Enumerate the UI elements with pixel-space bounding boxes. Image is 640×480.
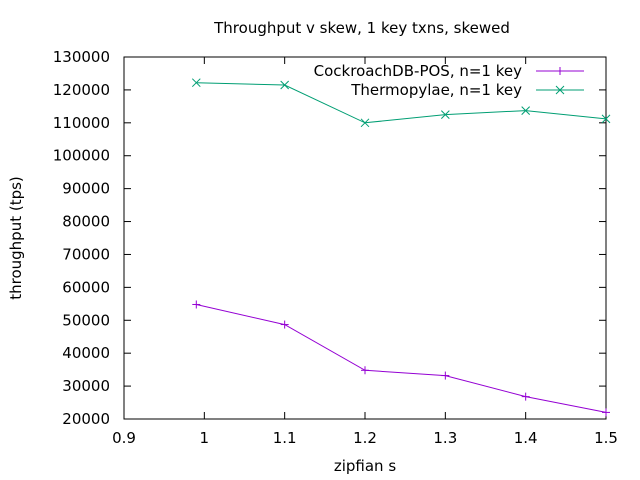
y-tick-label: 70000 — [62, 245, 110, 263]
y-tick-label: 80000 — [62, 213, 110, 231]
y-tick-label: 20000 — [62, 410, 110, 428]
legend-label: CockroachDB-POS, n=1 key — [314, 62, 522, 80]
x-tick-label: 1.4 — [514, 429, 538, 447]
data-point — [361, 366, 369, 375]
y-tick-label: 90000 — [62, 180, 110, 198]
legend-marker — [556, 67, 564, 75]
data-point — [441, 371, 450, 380]
data-point — [602, 408, 610, 417]
y-tick-label: 120000 — [53, 81, 110, 99]
x-tick-label: 0.9 — [112, 429, 136, 447]
data-point — [280, 80, 290, 90]
y-tick-label: 100000 — [53, 147, 110, 165]
series-layer — [191, 78, 611, 417]
legend-marker — [555, 85, 565, 95]
x-axis-label: zipfian s — [334, 457, 396, 475]
x-tick-label: 1.2 — [353, 429, 377, 447]
y-tick-label: 30000 — [62, 377, 110, 395]
y-tick-label: 60000 — [62, 278, 110, 296]
y-tick-label: 50000 — [62, 311, 110, 329]
data-point — [521, 392, 530, 401]
data-point — [280, 320, 289, 329]
series-line — [196, 82, 607, 124]
legend-label: Thermopylae, n=1 key — [350, 81, 522, 99]
x-tick-label: 1.5 — [594, 429, 618, 447]
y-tick-label: 110000 — [53, 114, 110, 132]
data-point — [601, 114, 611, 124]
x-tick-label: 1.3 — [433, 429, 457, 447]
data-point — [360, 118, 370, 128]
data-point — [191, 78, 201, 88]
y-tick-label: 130000 — [53, 48, 110, 66]
y-axis-label: throughput (tps) — [7, 176, 25, 300]
y-axis: 20000 30000 40000 50000 60000 70000 80000 90000… — [53, 48, 606, 428]
x-axis: 0.9 1 1.1 1.2 1.3 1.4 1.5 — [112, 57, 618, 447]
y-tick-label: 40000 — [62, 344, 110, 362]
x-tick-label: 1 — [200, 429, 210, 447]
series-line — [196, 304, 607, 413]
legend-entry-2: Thermopylae, n=1 key — [350, 81, 584, 99]
series-1 — [192, 300, 610, 417]
data-point — [192, 300, 201, 309]
chart-title: Throughput v skew, 1 key txns, skewed — [213, 19, 510, 37]
series-2 — [191, 78, 611, 128]
data-point — [521, 106, 531, 115]
legend-entry-1: CockroachDB-POS, n=1 key — [314, 62, 584, 80]
x-tick-label: 1.1 — [273, 429, 297, 447]
data-point — [440, 110, 450, 119]
